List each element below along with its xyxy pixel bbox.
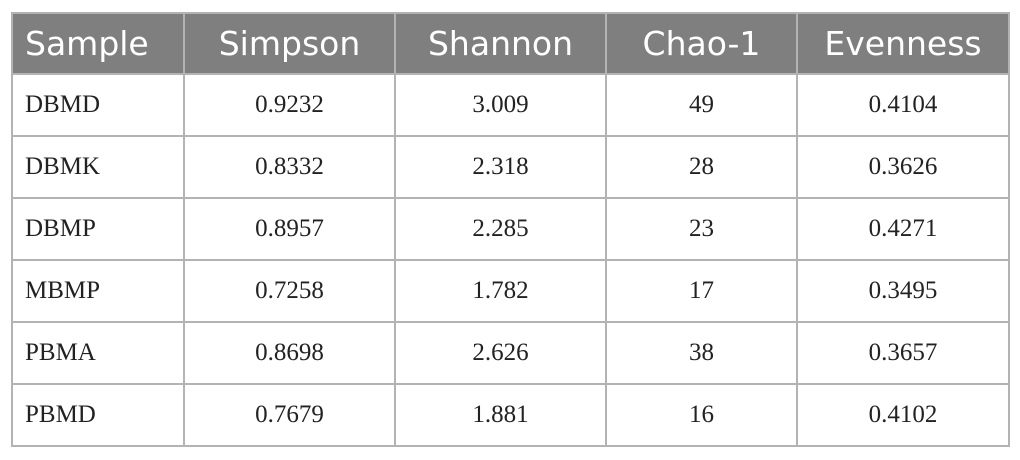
data-table: Sample Simpson Shannon Chao-1 Evenness DBMD 0…: [11, 12, 1010, 447]
table-row: MBMP 0.7258 1.782 17 0.3495: [11, 259, 1010, 323]
table-row: PBMA 0.8698 2.626 38 0.3657: [11, 321, 1010, 385]
column-header: Evenness: [796, 12, 1010, 75]
sample-cell: DBMK: [11, 135, 185, 199]
value-cell: 0.9232: [183, 73, 396, 137]
sample-cell: MBMP: [11, 259, 185, 323]
value-cell: 0.3626: [796, 135, 1010, 199]
header-row: Sample Simpson Shannon Chao-1 Evenness: [11, 12, 1010, 75]
value-cell: 23: [605, 197, 798, 261]
value-cell: 2.626: [394, 321, 607, 385]
column-header: Shannon: [394, 12, 607, 75]
value-cell: 0.8332: [183, 135, 396, 199]
table-row: DBMP 0.8957 2.285 23 0.4271: [11, 197, 1010, 261]
value-cell: 0.4102: [796, 383, 1010, 447]
value-cell: 0.3495: [796, 259, 1010, 323]
sample-cell: DBMP: [11, 197, 185, 261]
column-header: Chao-1: [605, 12, 798, 75]
value-cell: 0.7679: [183, 383, 396, 447]
value-cell: 1.881: [394, 383, 607, 447]
value-cell: 0.4104: [796, 73, 1010, 137]
value-cell: 17: [605, 259, 798, 323]
table-row: DBMD 0.9232 3.009 49 0.4104: [11, 73, 1010, 137]
value-cell: 28: [605, 135, 798, 199]
value-cell: 2.285: [394, 197, 607, 261]
column-header: Simpson: [183, 12, 396, 75]
table-body: DBMD 0.9232 3.009 49 0.4104 DBMK 0.8332 2.318 28…: [11, 73, 1010, 447]
value-cell: 0.4271: [796, 197, 1010, 261]
table-row: PBMD 0.7679 1.881 16 0.4102: [11, 383, 1010, 447]
value-cell: 49: [605, 73, 798, 137]
table-header: Sample Simpson Shannon Chao-1 Evenness: [11, 12, 1010, 75]
value-cell: 38: [605, 321, 798, 385]
sample-cell: PBMD: [11, 383, 185, 447]
column-header: Sample: [11, 12, 185, 75]
value-cell: 0.3657: [796, 321, 1010, 385]
sample-cell: DBMD: [11, 73, 185, 137]
value-cell: 0.8957: [183, 197, 396, 261]
table-row: DBMK 0.8332 2.318 28 0.3626: [11, 135, 1010, 199]
value-cell: 16: [605, 383, 798, 447]
sample-cell: PBMA: [11, 321, 185, 385]
value-cell: 0.8698: [183, 321, 396, 385]
value-cell: 0.7258: [183, 259, 396, 323]
value-cell: 2.318: [394, 135, 607, 199]
value-cell: 1.782: [394, 259, 607, 323]
value-cell: 3.009: [394, 73, 607, 137]
